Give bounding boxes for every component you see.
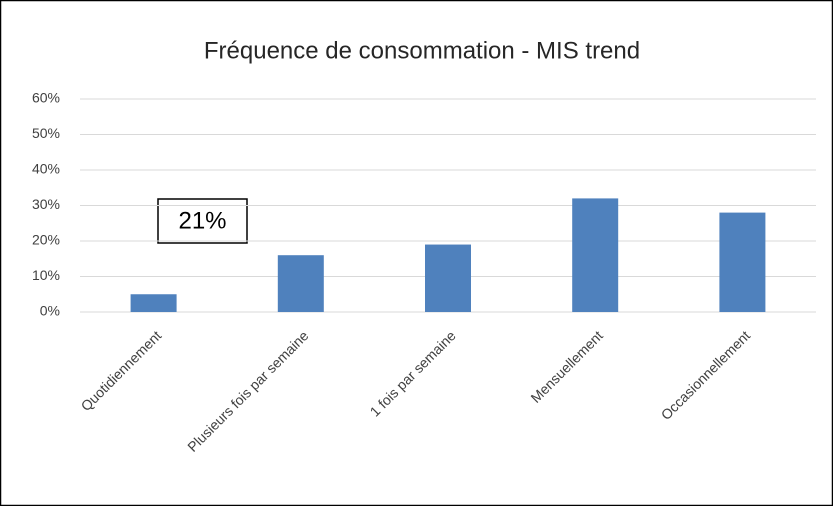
bar [425, 244, 471, 312]
y-tick-label: 0% [40, 303, 60, 319]
y-tick-label: 60% [32, 90, 60, 106]
y-tick-label: 10% [32, 267, 60, 283]
annotation-box [157, 198, 248, 244]
y-tick-label: 50% [32, 125, 60, 141]
bar [130, 294, 177, 312]
annotation: 21% [178, 207, 226, 234]
y-tick-label: 20% [32, 232, 60, 248]
bar [277, 255, 324, 312]
chart-title: Fréquence de consommation - MIS trend [204, 37, 640, 64]
bar [719, 212, 766, 312]
bar [572, 198, 619, 312]
y-tick-label: 30% [32, 196, 60, 212]
y-tick-label: 40% [32, 161, 60, 177]
